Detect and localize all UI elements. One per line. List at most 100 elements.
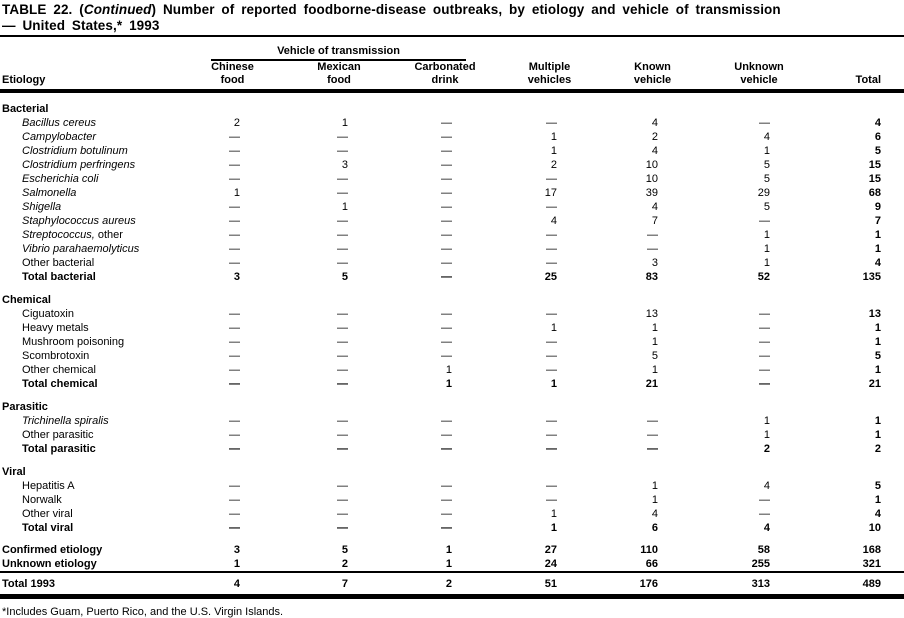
value-cell: 1 — [651, 336, 659, 348]
value-cell: — — [441, 131, 453, 143]
value-cell: — — [759, 322, 771, 334]
value-cell: — — [229, 429, 240, 441]
table-row: Heavy metals — — — 1 1 — 1 — [0, 321, 904, 335]
table-row: Confirmed etiology 3 5 1 27 110 58 168 — [0, 535, 904, 557]
etiology-cell: Unknown etiology — [0, 557, 180, 572]
value-cell: 52 — [757, 271, 771, 283]
table-row: Norwalk — — — — 1 — 1 — [0, 493, 904, 507]
value-cell: — — [229, 508, 240, 520]
value-cell: 2 — [341, 558, 348, 570]
table-row: Trichinella spiralis — — — — — 1 1 — [0, 414, 904, 428]
etiology-cell: Clostridium perfringens — [0, 158, 180, 172]
value-cell: 4 — [651, 117, 659, 129]
value-cell: — — [441, 173, 453, 185]
etiology-cell: Shigella — [0, 200, 180, 214]
value-cell: — — [441, 117, 453, 129]
etiology-label: Trichinella spiralis — [22, 415, 109, 427]
value-cell: — — [546, 350, 558, 362]
value-cell: — — [337, 187, 348, 199]
value-cell: — — [337, 443, 348, 455]
value-cell: — — [441, 494, 453, 506]
value-cell: 4 — [763, 480, 771, 492]
title-line-1: TABLE 22. (Continued) Number of reported… — [2, 2, 902, 18]
value-cell: 1 — [763, 429, 771, 441]
value-cell: 15 — [868, 159, 882, 171]
value-cell: — — [759, 308, 771, 320]
table-title: TABLE 22. (Continued) Number of reported… — [0, 0, 904, 34]
value-cell: 1 — [341, 201, 348, 213]
value-cell: — — [546, 415, 558, 427]
value-cell: — — [759, 336, 771, 348]
value-cell: — — [546, 173, 558, 185]
etiology-cell: Total viral — [0, 521, 180, 535]
value-cell: 1 — [651, 480, 659, 492]
section-header-label: Parasitic — [2, 401, 48, 413]
section-header-row: Parasitic — [0, 391, 904, 414]
value-cell: 2 — [651, 131, 659, 143]
etiology-cell: Norwalk — [0, 493, 180, 507]
value-cell: — — [441, 257, 453, 269]
value-cell: 1 — [233, 558, 240, 570]
value-cell: — — [546, 117, 558, 129]
value-cell: — — [441, 201, 453, 213]
etiology-label: Total parasitic — [22, 443, 96, 455]
etiology-label: Norwalk — [22, 494, 62, 506]
value-cell: 1 — [874, 243, 882, 255]
etiology-label: Total viral — [22, 522, 74, 534]
value-cell: — — [441, 243, 453, 255]
value-cell: 1 — [550, 522, 558, 534]
etiology-label: Other parasitic — [22, 429, 94, 441]
value-cell: — — [229, 173, 240, 185]
value-cell: 1 — [233, 187, 240, 199]
etiology-label: Streptococcus, — [22, 229, 95, 241]
value-cell: 1 — [651, 322, 659, 334]
value-cell: 135 — [862, 271, 882, 283]
etiology-cell: Salmonella — [0, 186, 180, 200]
value-cell: — — [441, 229, 453, 241]
value-cell: — — [337, 173, 348, 185]
column-header-food: Chinese food — [180, 61, 285, 93]
table-row: Total viral — — — 1 6 4 10 — [0, 521, 904, 535]
table-row: Clostridium perfringens — 3 — 2 10 5 15 — [0, 158, 904, 172]
etiology-cell: Mushroom poisoning — [0, 335, 180, 349]
etiology-label: Clostridium botulinum — [22, 145, 128, 157]
column-header-total: Total — [815, 61, 904, 93]
value-cell: — — [337, 243, 348, 255]
value-cell: — — [759, 378, 771, 390]
column-header-etiology: Etiology — [0, 61, 180, 93]
etiology-cell: Trichinella spiralis — [0, 414, 180, 428]
value-cell: 6 — [651, 522, 659, 534]
etiology-label: Ciguatoxin — [22, 308, 74, 320]
value-cell: — — [647, 429, 659, 441]
table-row: Unknown etiology 1 2 1 24 66 255 321 — [0, 557, 904, 572]
value-cell: — — [229, 201, 240, 213]
value-cell: 255 — [751, 558, 771, 570]
spanner-cell: Vehicle of transmission — [180, 43, 497, 61]
value-cell: 3 — [651, 257, 659, 269]
value-cell: — — [546, 364, 558, 376]
value-cell: 13 — [645, 308, 659, 320]
value-cell: — — [229, 494, 240, 506]
value-cell: 4 — [651, 508, 659, 520]
section-header-label: Chemical — [2, 294, 51, 306]
value-cell: 7 — [651, 215, 659, 227]
etiology-cell: Other bacterial — [0, 256, 180, 270]
value-cell: — — [647, 443, 659, 455]
value-cell: — — [441, 480, 453, 492]
column-header-vehicles: Multiple vehicles — [497, 61, 603, 93]
value-cell: — — [759, 494, 771, 506]
table-row: Bacillus cereus 2 1 — — 4 — 4 — [0, 116, 904, 130]
value-cell: 17 — [544, 187, 558, 199]
value-cell: 10 — [868, 522, 882, 534]
value-cell: 1 — [874, 415, 882, 427]
etiology-label: Total chemical — [22, 378, 98, 390]
value-cell: — — [759, 117, 771, 129]
spanner-row: Vehicle of transmission — [0, 43, 904, 61]
value-cell: 7 — [874, 215, 882, 227]
table-row: Streptococcus, other — — — — — 1 1 — [0, 228, 904, 242]
etiology-cell: Staphylococcus aureus — [0, 214, 180, 228]
value-cell: 66 — [645, 558, 659, 570]
value-cell: — — [441, 522, 453, 534]
etiology-label: Vibrio parahaemolyticus — [22, 243, 140, 255]
value-cell: — — [229, 378, 240, 390]
